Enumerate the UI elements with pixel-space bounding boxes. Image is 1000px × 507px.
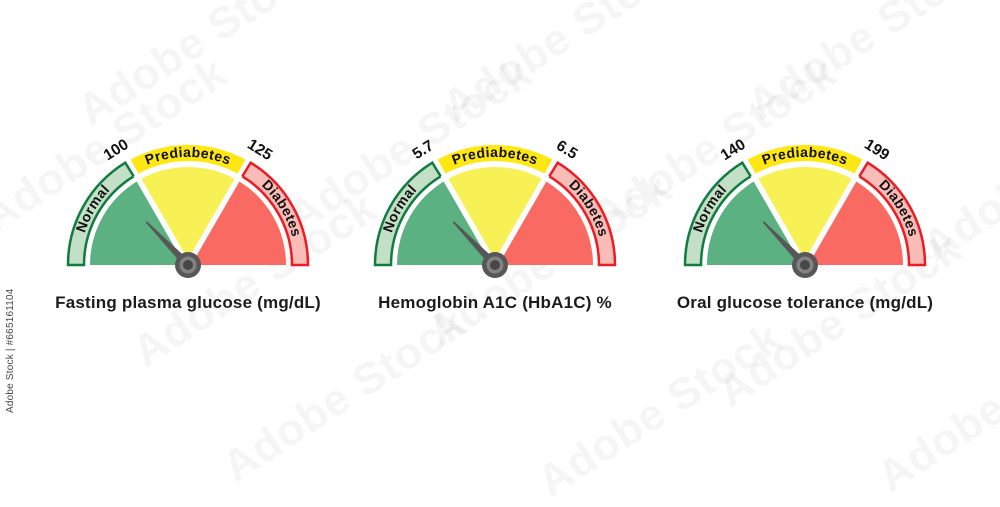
threshold-high-label: 6.5 — [553, 137, 581, 163]
gauge-fasting-plasma-glucose: Normal Prediabetes Diabetes 100 125 Fast… — [48, 117, 328, 313]
diabetes-band-arc — [857, 160, 927, 267]
svg-text:Prediabetes: Prediabetes — [450, 144, 541, 168]
zone-divider — [440, 173, 498, 267]
watermark-tile: Adobe Stock — [213, 297, 476, 492]
watermark-tile: Adobe Stock — [68, 0, 331, 136]
gauge-caption: Hemoglobin A1C (HbA1C) % — [378, 293, 612, 312]
threshold-low-label: 5.7 — [410, 137, 437, 163]
gauge-oral-glucose-tolerance: Normal Prediabetes Diabetes 140 199 Oral… — [665, 117, 945, 313]
prediabetes-zone-wedge — [446, 166, 544, 265]
watermark-tile: Adobe Stock — [433, 0, 696, 132]
gauge-caption: Fasting plasma glucose (mg/dL) — [55, 293, 321, 312]
prediabetes-zone-wedge — [139, 166, 237, 265]
normal-band-arc — [66, 160, 136, 267]
prediabetes-zone-label: Prediabetes — [450, 144, 540, 168]
stock-credit-label: Adobe Stock | #665161104 — [5, 288, 16, 413]
svg-text:Prediabetes: Prediabetes — [143, 144, 234, 168]
svg-text:Prediabetes: Prediabetes — [760, 144, 851, 168]
threshold-high-label: 199 — [861, 136, 892, 164]
normal-band-arc — [373, 160, 443, 267]
prediabetes-zone-wedge — [756, 166, 854, 265]
diabetes-band-arc — [547, 160, 617, 267]
zone-divider — [802, 173, 860, 267]
watermark-tile: Adobe Stock — [528, 312, 791, 507]
diabetes-zone-wedge — [805, 180, 903, 265]
normal-zone-wedge — [89, 180, 188, 265]
threshold-high-label: 125 — [244, 136, 275, 164]
gauge-dial: Normal Prediabetes Diabetes 140 199 — [683, 136, 927, 278]
prediabetes-band-arc — [747, 144, 863, 174]
prediabetes-band-arc — [130, 144, 246, 174]
prediabetes-zone-label: Prediabetes — [143, 144, 233, 168]
needle-hub-center — [490, 260, 500, 270]
zone-divider — [185, 173, 243, 267]
prediabetes-zone-label: Prediabetes — [760, 144, 850, 168]
normal-zone-wedge — [397, 180, 495, 265]
gauge-caption: Oral glucose tolerance (mg/dL) — [676, 293, 934, 312]
gauge-dial: Normal Prediabetes Diabetes 100 125 — [66, 136, 310, 278]
normal-zone-wedge — [707, 180, 805, 265]
needle-hub-center — [183, 260, 193, 270]
gauge-hemoglobin-a1c: Normal Prediabetes Diabetes 5.7 6.5 Hemo… — [355, 117, 635, 313]
threshold-low-label: 100 — [101, 136, 132, 164]
diabetes-zone-wedge — [188, 180, 286, 265]
zone-divider — [133, 173, 191, 267]
watermark-tile: Adobe Stock — [738, 0, 1000, 130]
zone-divider — [492, 173, 550, 267]
threshold-low-label: 140 — [718, 136, 749, 164]
gauge-dial: Normal Prediabetes Diabetes 5.7 6.5 — [373, 137, 617, 278]
needle-hub-center — [800, 260, 810, 270]
normal-band-arc — [683, 160, 753, 267]
diabetes-band-arc — [240, 160, 310, 267]
diabetes-zone-wedge — [495, 180, 593, 265]
prediabetes-band-arc — [437, 144, 553, 174]
watermark-tile: Adobe Stock — [868, 308, 1000, 502]
zone-divider — [750, 173, 808, 267]
